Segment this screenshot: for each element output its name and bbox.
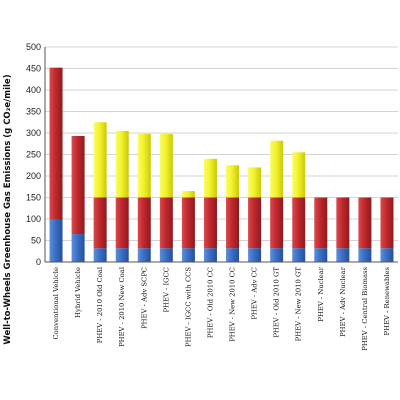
bar-segment-series-1: [336, 248, 350, 262]
x-category-label: PHEV - Adv SCPC: [140, 267, 148, 329]
x-category-label: PHEV - 2010 New Coal: [118, 267, 126, 347]
bars: [49, 67, 394, 262]
bar-segment-series-1: [93, 248, 107, 262]
x-axis-category-labels: Conventional Vehicle Hybrid Vehicle PHEV -…: [52, 266, 391, 350]
bar-segment-series-2: [248, 197, 262, 249]
bar-segment-series-1: [71, 234, 85, 262]
bar-segment-series-1: [248, 248, 262, 262]
y-tick-label: 150: [26, 193, 41, 203]
y-tick-label: 450: [26, 64, 41, 74]
y-tick-label: 100: [26, 214, 41, 224]
x-category-label: PHEV - Old 2010 GT: [273, 267, 281, 338]
y-axis-label: Well-to-Wheels Greenhouse Gas Emissions …: [3, 74, 13, 344]
bar-segment-series-1: [115, 248, 129, 262]
y-axis-ticks: 0 50 100 150 200 250 300 350 400 450 500: [26, 42, 41, 267]
bar-segment-series-1: [181, 248, 195, 262]
bar-segment-series-3: [159, 133, 173, 198]
bar-segment-series-2: [314, 197, 328, 249]
bar-segment-series-3: [93, 122, 107, 198]
bar-segment-series-2: [93, 197, 107, 249]
bar-segment-series-1: [270, 248, 284, 262]
bar-segment-series-1: [203, 248, 217, 262]
y-tick-label: 300: [26, 128, 41, 138]
x-category-label: PHEV - Adv Nuclear: [339, 266, 347, 337]
y-tick-label: 350: [26, 107, 41, 117]
bar-segment-series-2: [49, 67, 63, 219]
bar-segment-series-3: [270, 140, 284, 198]
bar-segment-series-2: [380, 197, 394, 249]
bar-segment-series-1: [358, 248, 372, 262]
bar-segment-series-2: [336, 197, 350, 249]
x-category-label: PHEV - Adv CC: [251, 267, 259, 320]
bar-segment-series-2: [203, 197, 217, 249]
x-category-label: PHEV - Nuclear: [317, 266, 325, 321]
x-category-label: PHEV - Old 2010 CC: [206, 267, 214, 338]
y-tick-label: 400: [26, 85, 41, 95]
bar-segment-series-1: [226, 248, 240, 262]
bar-segment-series-3: [292, 152, 306, 198]
bar-segment-series-3: [203, 158, 217, 198]
bar-segment-series-2: [226, 197, 240, 249]
bar-segment-series-2: [270, 197, 284, 249]
bar-segment-series-3: [181, 191, 195, 198]
y-tick-label: 200: [26, 171, 41, 181]
x-category-label: Conventional Vehicle: [52, 267, 60, 340]
bar-segment-series-3: [248, 167, 262, 198]
x-category-label: PHEV - New 2010 GT: [295, 267, 303, 342]
bar-segment-series-2: [159, 197, 173, 249]
bar-segment-series-1: [314, 248, 328, 262]
x-category-label: PHEV - New 2010 CC: [229, 267, 237, 342]
bar-segment-series-2: [181, 197, 195, 249]
bar-segment-series-2: [292, 197, 306, 249]
x-category-label: Hybrid Vehicle: [74, 267, 82, 318]
x-category-label: PHEV - IGCC: [162, 267, 170, 313]
bar-segment-series-1: [292, 248, 306, 262]
bar-segment-series-2: [137, 197, 151, 249]
bar-segment-series-2: [358, 197, 372, 249]
bar-segment-series-2: [71, 136, 85, 235]
y-tick-label: 250: [26, 150, 41, 160]
y-tick-label: 0: [36, 257, 41, 267]
bar-segment-series-1: [137, 248, 151, 262]
bar-segment-series-3: [137, 133, 151, 198]
y-tick-label: 500: [26, 42, 41, 52]
y-tick-label: 50: [31, 236, 41, 246]
bar-segment-series-3: [226, 165, 240, 198]
x-category-label: PHEV - IGCC with CCS: [184, 267, 192, 347]
bar-segment-series-1: [49, 219, 63, 262]
bar-segment-series-3: [115, 130, 129, 198]
x-category-label: PHEV - Central Biomass: [361, 267, 369, 351]
x-category-label: PHEV - Renewables: [383, 266, 391, 335]
bar-segment-series-2: [115, 197, 129, 249]
x-category-label: PHEV - 2010 Old Coal: [96, 267, 104, 343]
bar-segment-series-1: [159, 248, 173, 262]
bar-segment-series-1: [380, 248, 394, 262]
